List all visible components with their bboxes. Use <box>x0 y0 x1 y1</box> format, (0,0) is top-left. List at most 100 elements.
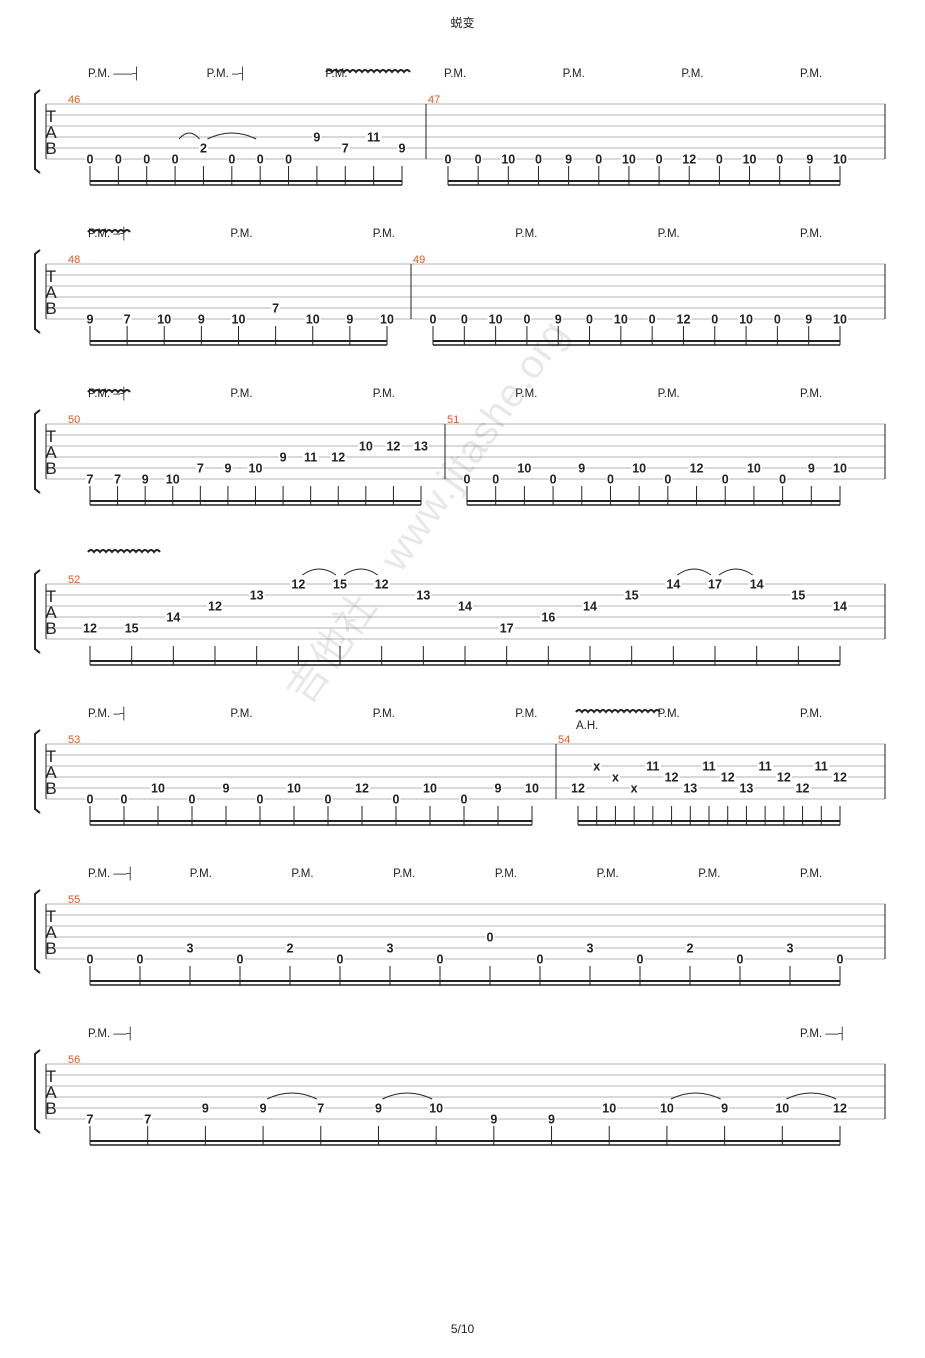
fret-number: 0 <box>430 313 437 327</box>
fret-mask <box>487 313 504 325</box>
measure-number: 50 <box>68 414 80 426</box>
measure-number: 48 <box>68 254 80 266</box>
fret-number: 11 <box>702 760 715 774</box>
fret-number: 0 <box>776 153 783 167</box>
fret-mask <box>457 600 473 612</box>
fret-number: 10 <box>380 313 394 327</box>
fret-mask <box>285 942 295 954</box>
fret-number: 0 <box>722 473 729 487</box>
fret-mask <box>85 313 95 325</box>
fret-mask <box>675 313 692 325</box>
fret-mask <box>258 1102 268 1114</box>
fret-mask <box>738 313 755 325</box>
palm-mute-label: P.M. <box>230 228 252 240</box>
fret-mask <box>357 440 374 452</box>
tab-clef-letter: A <box>45 1083 57 1102</box>
fret-mask <box>373 578 390 590</box>
fret-number: 9 <box>721 1102 728 1116</box>
fret-number: 9 <box>87 313 94 327</box>
fret-number: 3 <box>187 942 194 956</box>
fret-number: 12 <box>665 771 679 785</box>
fret-mask <box>302 451 319 463</box>
fret-mask <box>85 473 95 485</box>
palm-mute-label: P.M. ––┤ <box>800 1026 846 1041</box>
fret-mask <box>135 953 145 965</box>
artificial-harmonic-label: A.H. <box>576 720 598 732</box>
fret-mask <box>485 931 495 943</box>
fret-number: 10 <box>833 153 847 167</box>
fret-number: 12 <box>331 451 345 465</box>
fret-mask <box>832 153 848 165</box>
fret-mask <box>365 131 382 143</box>
fret-mask <box>585 313 595 325</box>
fret-mask <box>489 1113 499 1125</box>
tab-clef-letter: A <box>45 923 57 942</box>
fret-mask <box>221 782 231 794</box>
fret-mask <box>738 782 755 794</box>
fret-mask <box>428 313 438 325</box>
fret-mask <box>564 153 574 165</box>
fret-mask <box>312 131 322 143</box>
fret-mask <box>462 473 472 485</box>
fret-number: 0 <box>487 931 494 945</box>
fret-number: 14 <box>166 611 180 625</box>
fret-mask <box>113 473 123 485</box>
fret-number: 12 <box>291 578 305 592</box>
fret-mask <box>629 782 639 794</box>
tab-clef-letter: B <box>45 779 56 798</box>
fret-number: 13 <box>683 782 697 796</box>
fret-number: 0 <box>87 953 94 967</box>
fret-mask <box>435 953 445 965</box>
fret-mask <box>714 153 724 165</box>
fret-mask <box>140 473 150 485</box>
fret-mask <box>832 600 848 612</box>
fret-number: 17 <box>500 622 514 636</box>
fret-number: 0 <box>393 793 400 807</box>
palm-mute-label: P.M. <box>698 868 720 880</box>
fret-number: 13 <box>250 589 264 603</box>
fret-number: 0 <box>464 473 471 487</box>
fret-number: 10 <box>660 1102 674 1116</box>
vibrato-wave <box>87 549 161 554</box>
fret-number: 12 <box>355 782 369 796</box>
palm-mute-label: P.M. <box>291 868 313 880</box>
fret-mask <box>794 782 811 794</box>
fret-number: 7 <box>87 473 94 487</box>
fret-number: 12 <box>690 462 704 476</box>
fret-number: 9 <box>142 473 149 487</box>
fret-number: 15 <box>625 589 639 603</box>
fret-mask <box>832 462 848 474</box>
fret-mask <box>620 153 637 165</box>
fret-number: 0 <box>774 313 781 327</box>
tab-clef-letter: A <box>45 123 57 142</box>
fret-number: 10 <box>517 462 531 476</box>
measure-number: 53 <box>68 734 80 746</box>
fret-mask <box>340 142 350 154</box>
fret-mask <box>335 953 345 965</box>
fret-mask <box>644 760 661 772</box>
measure-number: 56 <box>68 1054 80 1066</box>
fret-number: 11 <box>367 131 380 145</box>
fret-mask <box>592 760 602 772</box>
fret-number: 12 <box>796 782 810 796</box>
palm-mute-label: P.M. <box>800 708 822 720</box>
fret-mask <box>790 589 807 601</box>
palm-mute-label: P.M. <box>800 868 822 880</box>
fret-mask <box>230 313 247 325</box>
fret-number: 14 <box>666 578 680 592</box>
fret-number: 0 <box>337 953 344 967</box>
fret-mask <box>422 782 438 794</box>
fret-mask <box>748 578 765 590</box>
fret-mask <box>119 793 129 805</box>
fret-mask <box>585 942 595 954</box>
fret-number: 0 <box>475 153 482 167</box>
tie-arc <box>718 568 753 576</box>
fret-mask <box>164 473 181 485</box>
fret-mask <box>498 622 515 634</box>
fret-mask <box>113 153 123 165</box>
fret-mask <box>255 793 265 805</box>
fret-number: 0 <box>237 953 244 967</box>
system-bracket <box>34 249 41 334</box>
fret-number: 11 <box>646 760 659 774</box>
palm-mute-label: P.M. <box>563 68 585 80</box>
